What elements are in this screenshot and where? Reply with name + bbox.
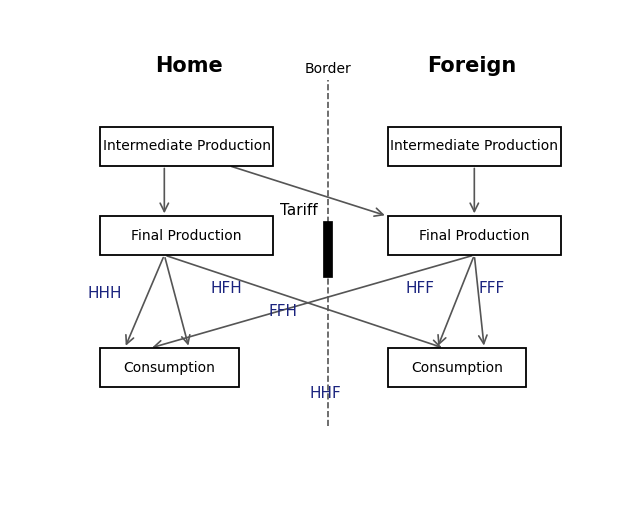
Text: HFH: HFH xyxy=(211,281,242,295)
Text: HHF: HHF xyxy=(310,385,341,400)
FancyBboxPatch shape xyxy=(100,348,239,387)
Text: FFF: FFF xyxy=(479,281,505,295)
Text: Home: Home xyxy=(156,56,223,76)
FancyBboxPatch shape xyxy=(100,127,273,166)
Text: HHH: HHH xyxy=(88,286,122,301)
Text: Intermediate Production: Intermediate Production xyxy=(390,139,558,153)
FancyBboxPatch shape xyxy=(388,127,561,166)
Text: Intermediate Production: Intermediate Production xyxy=(102,139,271,153)
Text: Consumption: Consumption xyxy=(411,361,503,375)
Text: Final Production: Final Production xyxy=(131,229,242,242)
Text: Tariff: Tariff xyxy=(280,203,318,218)
FancyBboxPatch shape xyxy=(100,216,273,255)
Text: Consumption: Consumption xyxy=(124,361,215,375)
Text: FFH: FFH xyxy=(269,304,298,319)
Text: HFF: HFF xyxy=(405,281,435,295)
Text: Foreign: Foreign xyxy=(428,56,516,76)
Text: Final Production: Final Production xyxy=(419,229,529,242)
FancyBboxPatch shape xyxy=(388,216,561,255)
Text: Border: Border xyxy=(305,62,351,76)
FancyBboxPatch shape xyxy=(388,348,527,387)
